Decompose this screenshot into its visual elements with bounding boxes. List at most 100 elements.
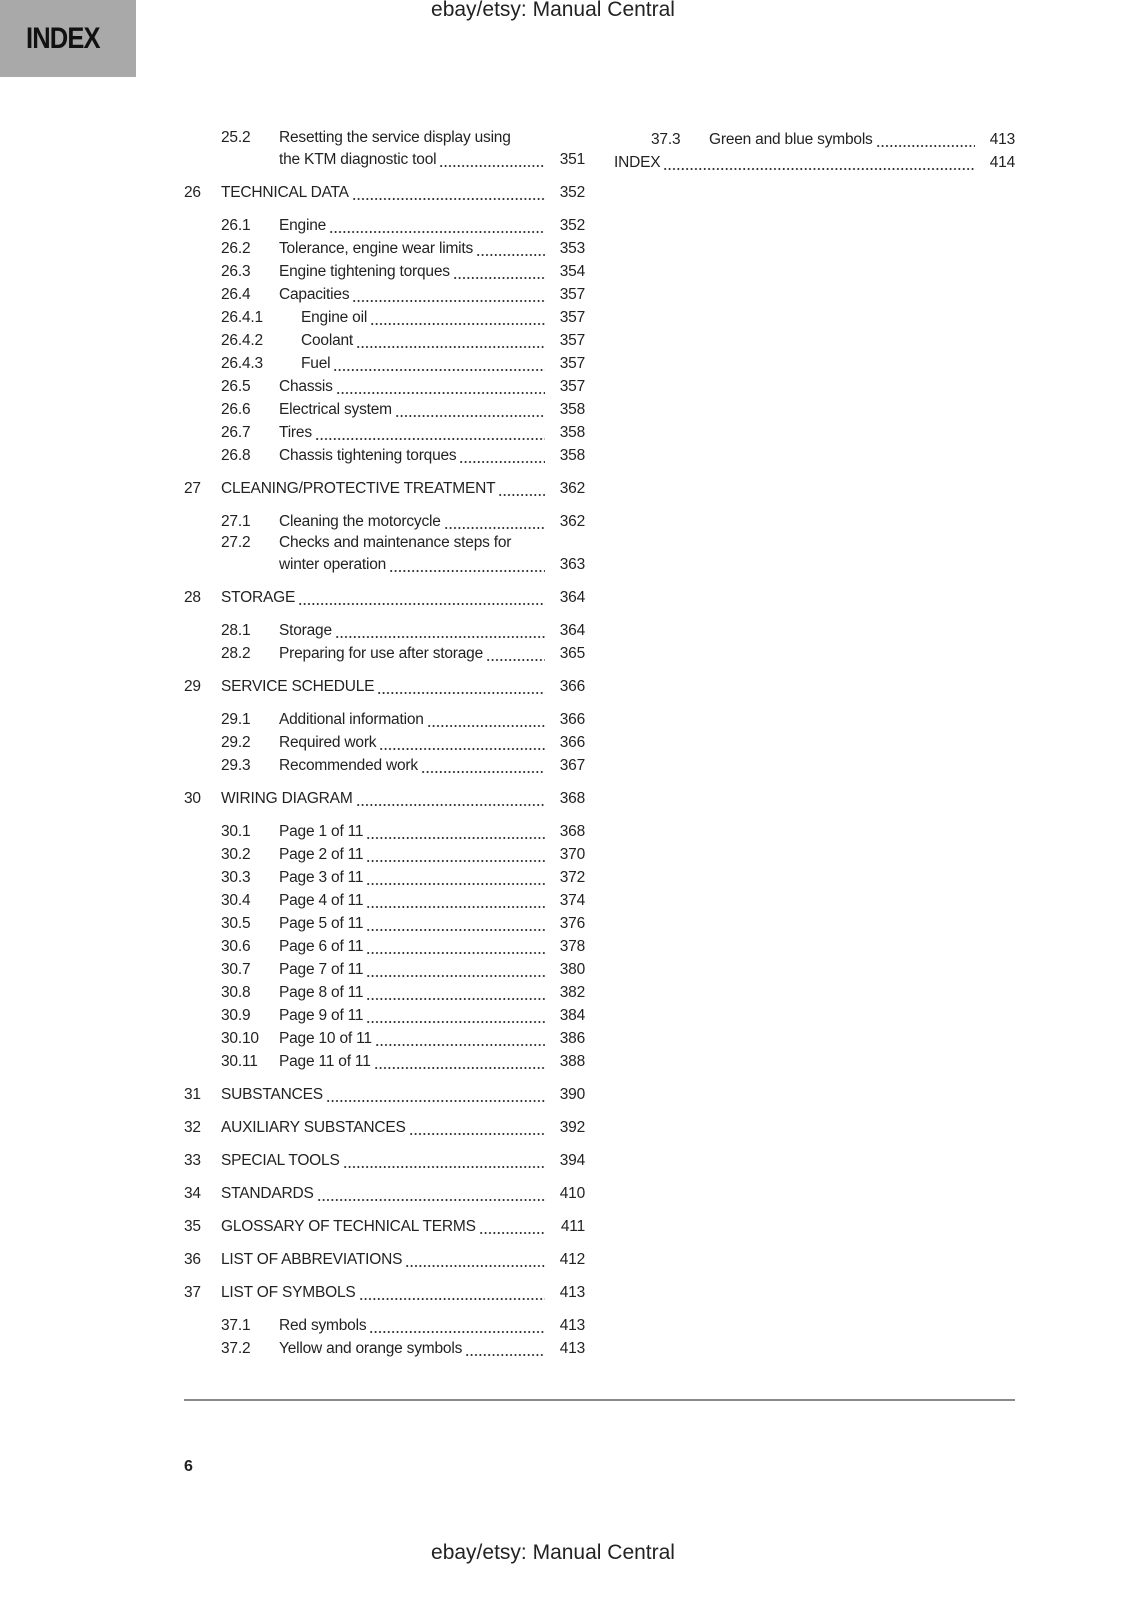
dot-leader [352, 283, 545, 306]
toc-entry[interactable]: 30.8 Page 8 of 11 382 [184, 981, 585, 1004]
toc-entry[interactable]: 29.1 Additional information 366 [184, 708, 585, 731]
dot-leader [465, 1337, 545, 1360]
entry-number: 35 [184, 1218, 201, 1235]
entry-title: Cleaning the motorcycle [279, 510, 444, 533]
toc-entry[interactable]: 26.5 Chassis 357 [184, 375, 585, 398]
entry-title: Tolerance, engine wear limits [279, 237, 477, 260]
entry-number: 37.1 [221, 1317, 251, 1334]
entry-title: Page 8 of 11 [279, 981, 367, 1004]
entry-number: 26 [184, 184, 201, 201]
dot-leader [408, 1116, 545, 1139]
toc-entry[interactable]: 29.2 Required work 366 [184, 731, 585, 754]
toc-chapter-entry[interactable]: 37 LIST OF SYMBOLS 413 [184, 1281, 585, 1304]
toc-entry[interactable]: 30.11 Page 11 of 11 388 [184, 1050, 585, 1073]
entry-title: Resetting the service display using [279, 129, 511, 146]
dot-leader [366, 843, 545, 866]
toc-chapter-entry[interactable]: 34 STANDARDS 410 [184, 1182, 585, 1205]
entry-title: STORAGE [221, 586, 299, 609]
entry-number: 26.4.3 [221, 355, 263, 372]
entry-title: Storage [279, 619, 335, 642]
entry-title: SUBSTANCES [221, 1083, 326, 1106]
entry-page-number: 363 [559, 556, 585, 573]
toc-entry[interactable]: 26.6 Electrical system 358 [184, 398, 585, 421]
entry-number: 29.3 [221, 757, 251, 774]
toc-entry[interactable]: 26.2 Tolerance, engine wear limits 353 [184, 237, 585, 260]
dot-leader [366, 889, 545, 912]
entry-page-number: 365 [559, 645, 585, 662]
dot-leader [394, 398, 545, 421]
toc-entry[interactable]: 28.2 Preparing for use after storage 365 [184, 642, 585, 665]
entry-number: 28.1 [221, 622, 251, 639]
entry-number: 30.5 [221, 915, 251, 932]
toc-entry[interactable]: winter operation 363 [184, 553, 585, 576]
entry-title: Fuel [301, 352, 334, 375]
dot-leader [476, 237, 545, 260]
entry-page-number: 368 [559, 790, 585, 807]
toc-entry[interactable]: 28.1 Storage 364 [184, 619, 585, 642]
entry-number: 30.9 [221, 1007, 251, 1024]
toc-entry[interactable]: 26.7 Tires 358 [184, 421, 585, 444]
toc-chapter-entry[interactable]: 26 TECHNICAL DATA 352 [184, 181, 585, 204]
toc-entry[interactable]: 30.9 Page 9 of 11 384 [184, 1004, 585, 1027]
toc-entry[interactable]: 30.1 Page 1 of 11 368 [184, 820, 585, 843]
toc-entry[interactable]: 26.1 Engine 352 [184, 214, 585, 237]
dot-leader [443, 510, 545, 533]
toc-chapter-entry[interactable]: 29 SERVICE SCHEDULE 366 [184, 675, 585, 698]
toc-entry[interactable]: 37.1 Red symbols 413 [184, 1314, 585, 1337]
entry-number: 27.2 [221, 534, 251, 551]
toc-entry[interactable]: 26.4 Capacities 357 [184, 283, 585, 306]
toc-chapter-entry[interactable]: 35 GLOSSARY OF TECHNICAL TERMS 411 [184, 1215, 585, 1238]
toc-entry[interactable]: 30.3 Page 3 of 11 372 [184, 866, 585, 889]
toc-entry[interactable]: 26.3 Engine tightening torques 354 [184, 260, 585, 283]
entry-number: 28 [184, 589, 201, 606]
toc-entry[interactable]: 26.8 Chassis tightening torques 358 [184, 444, 585, 467]
toc-chapter-entry[interactable]: 30 WIRING DIAGRAM 368 [184, 787, 585, 810]
entry-title: GLOSSARY OF TECHNICAL TERMS [221, 1215, 479, 1238]
toc-entry[interactable]: INDEX 414 [614, 151, 1015, 174]
entry-page-number: 380 [559, 961, 585, 978]
toc-entry[interactable]: 30.10 Page 10 of 11 386 [184, 1027, 585, 1050]
toc-chapter-entry[interactable]: 28 STORAGE 364 [184, 586, 585, 609]
toc-entry[interactable]: 30.2 Page 2 of 11 370 [184, 843, 585, 866]
toc-entry[interactable]: 30.5 Page 5 of 11 376 [184, 912, 585, 935]
toc-entry[interactable]: the KTM diagnostic tool 351 [184, 148, 585, 171]
toc-entry[interactable]: 26.4.2 Coolant 357 [184, 329, 585, 352]
watermark-bottom: ebay/etsy: Manual Central [431, 1541, 675, 1564]
entry-page-number: 352 [559, 217, 585, 234]
entry-title: Page 1 of 11 [279, 820, 367, 843]
dot-leader [459, 444, 545, 467]
toc-entry[interactable]: 25.2 Resetting the service display using [184, 128, 585, 148]
toc-entry[interactable]: 37.2 Yellow and orange symbols 413 [184, 1337, 585, 1360]
toc-entry[interactable]: 26.4.1 Engine oil 357 [184, 306, 585, 329]
entry-number: 28.2 [221, 645, 251, 662]
toc-chapter-entry[interactable]: 33 SPECIAL TOOLS 394 [184, 1149, 585, 1172]
entry-number: 30.4 [221, 892, 251, 909]
toc-entry[interactable]: 26.4.3 Fuel 357 [184, 352, 585, 375]
entry-page-number: 358 [559, 447, 585, 464]
toc-chapter-entry[interactable]: 36 LIST OF ABBREVIATIONS 412 [184, 1248, 585, 1271]
entry-title: Page 4 of 11 [279, 889, 367, 912]
entry-title: Checks and maintenance steps for [279, 534, 512, 551]
toc-entry[interactable]: 30.4 Page 4 of 11 374 [184, 889, 585, 912]
toc-chapter-entry[interactable]: 32 AUXILIARY SUBSTANCES 392 [184, 1116, 585, 1139]
toc-chapter-entry[interactable]: 27 CLEANING/PROTECTIVE TREATMENT 362 [184, 477, 585, 500]
toc-chapter-entry[interactable]: 31 SUBSTANCES 390 [184, 1083, 585, 1106]
dot-leader [420, 754, 545, 777]
dot-leader [405, 1248, 545, 1271]
entry-page-number: 364 [559, 622, 585, 639]
entry-number: 26.4.1 [221, 309, 263, 326]
entry-number: 37 [184, 1284, 201, 1301]
entry-page-number: 357 [559, 378, 585, 395]
entry-title: INDEX [614, 151, 664, 174]
toc-entry[interactable]: 27.1 Cleaning the motorcycle 362 [184, 510, 585, 533]
entry-number: 30.1 [221, 823, 251, 840]
toc-entry[interactable]: 27.2 Checks and maintenance steps for [184, 533, 585, 553]
toc-entry[interactable]: 29.3 Recommended work 367 [184, 754, 585, 777]
dot-leader [379, 731, 545, 754]
entry-title: Required work [279, 731, 380, 754]
toc-entry[interactable]: 37.3 Green and blue symbols 413 [614, 128, 1015, 151]
toc-entry[interactable]: 30.7 Page 7 of 11 380 [184, 958, 585, 981]
dot-leader [486, 642, 545, 665]
dot-leader [314, 421, 545, 444]
toc-entry[interactable]: 30.6 Page 6 of 11 378 [184, 935, 585, 958]
